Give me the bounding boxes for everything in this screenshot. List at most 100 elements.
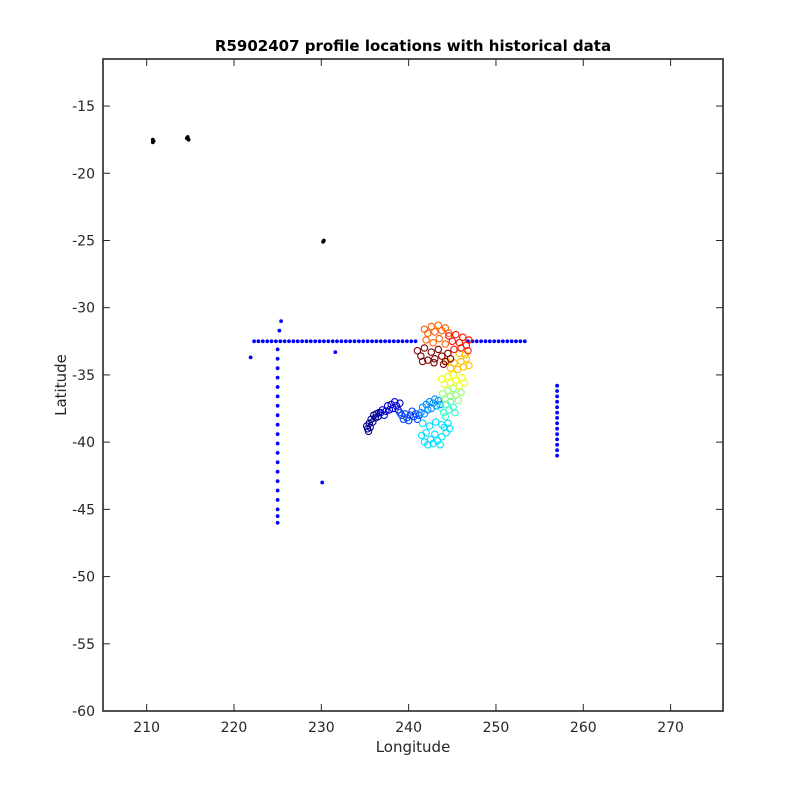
data-point	[300, 339, 305, 344]
data-point	[333, 350, 338, 355]
data-point	[445, 329, 453, 337]
data-point	[317, 339, 322, 344]
data-point	[455, 349, 464, 358]
data-point	[269, 339, 274, 344]
data-point	[430, 359, 438, 367]
x-tick-label: 250	[483, 720, 510, 736]
data-point	[387, 339, 392, 344]
data-point	[422, 428, 430, 437]
data-point	[320, 480, 325, 485]
data-point	[326, 339, 331, 344]
data-point	[555, 453, 560, 458]
data-point	[378, 406, 387, 414]
x-tick-label: 210	[133, 720, 160, 736]
series-13	[413, 344, 455, 368]
data-point	[275, 356, 280, 361]
data-point	[275, 469, 280, 474]
data-point	[555, 389, 560, 393]
data-point	[406, 411, 415, 419]
data-point	[396, 399, 404, 407]
data-point	[399, 415, 408, 424]
y-tick-label: -45	[72, 502, 95, 518]
x-tick-label: 240	[395, 720, 422, 736]
series-6	[417, 418, 454, 449]
data-point	[555, 426, 560, 431]
data-point	[275, 366, 280, 371]
series-9	[438, 371, 469, 390]
data-point	[505, 339, 510, 344]
data-point	[364, 427, 373, 436]
data-point	[452, 376, 460, 385]
data-point	[455, 338, 464, 347]
data-point	[436, 403, 444, 411]
data-point	[429, 338, 437, 347]
data-point	[431, 430, 439, 438]
data-point	[555, 421, 560, 426]
data-point	[451, 408, 459, 417]
data-point	[275, 375, 280, 380]
data-point	[275, 497, 280, 502]
data-point	[413, 339, 418, 344]
series-0	[150, 135, 326, 244]
data-point	[446, 392, 455, 401]
data-point	[378, 339, 383, 344]
y-tick-label: -55	[72, 637, 95, 653]
data-point	[459, 333, 467, 342]
x-tick-label: 260	[570, 720, 597, 736]
series-4	[396, 407, 423, 425]
data-point	[555, 383, 560, 388]
data-point	[380, 411, 388, 419]
data-point	[450, 345, 458, 354]
data-point	[275, 432, 280, 437]
data-point	[260, 339, 265, 344]
marks-layer	[150, 135, 560, 525]
data-point	[390, 398, 399, 406]
data-point	[425, 422, 434, 430]
data-point	[446, 355, 455, 363]
data-point	[435, 334, 443, 343]
data-point	[555, 399, 560, 404]
series-7	[436, 398, 459, 421]
data-point	[275, 403, 280, 408]
data-point	[295, 339, 300, 344]
data-point	[441, 412, 450, 421]
data-point	[462, 355, 471, 363]
data-point	[275, 394, 280, 399]
y-tick-label: -60	[72, 704, 95, 720]
data-point	[434, 345, 443, 354]
data-point	[445, 332, 453, 340]
data-point	[465, 336, 473, 344]
data-point	[452, 330, 460, 339]
x-tick-label: 270	[657, 720, 684, 736]
data-point	[438, 433, 446, 441]
x-tick-label: 230	[308, 720, 335, 736]
data-point	[422, 336, 430, 344]
data-point	[441, 340, 450, 348]
x-tick-label: 220	[221, 720, 248, 736]
data-point	[487, 339, 492, 344]
y-tick-label: -50	[72, 570, 95, 586]
data-point	[457, 344, 465, 352]
data-point	[457, 388, 465, 397]
data-point	[492, 339, 497, 344]
data-point	[439, 360, 448, 368]
data-point	[275, 413, 280, 418]
data-point	[444, 372, 452, 381]
series-5	[417, 395, 444, 418]
data-point	[275, 479, 280, 484]
data-point	[555, 432, 560, 437]
plot-frame	[102, 58, 724, 712]
data-point	[277, 328, 282, 333]
data-point	[335, 339, 339, 344]
data-point	[348, 339, 353, 344]
data-point	[352, 339, 357, 344]
data-point	[555, 394, 560, 399]
series-2	[362, 408, 383, 436]
data-point	[374, 339, 379, 344]
data-point	[278, 339, 283, 344]
data-point	[418, 419, 427, 428]
data-point	[431, 418, 440, 426]
data-point	[454, 396, 463, 405]
data-point	[356, 339, 361, 344]
y-tick-label: -30	[72, 301, 95, 317]
